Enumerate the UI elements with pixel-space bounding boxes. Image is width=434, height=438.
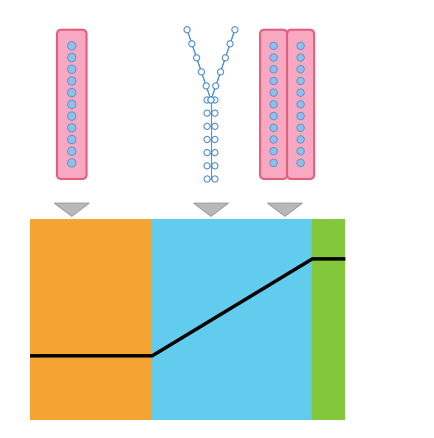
Circle shape <box>270 148 276 155</box>
Circle shape <box>204 177 210 183</box>
Circle shape <box>67 42 76 51</box>
Bar <box>152 219 312 420</box>
Circle shape <box>296 160 303 167</box>
Circle shape <box>270 160 276 167</box>
Circle shape <box>270 43 276 50</box>
Circle shape <box>211 177 217 183</box>
Circle shape <box>204 150 210 156</box>
Circle shape <box>270 102 276 109</box>
Circle shape <box>207 98 214 104</box>
Circle shape <box>211 163 217 170</box>
Circle shape <box>67 113 76 121</box>
Circle shape <box>198 70 204 76</box>
Circle shape <box>270 78 276 85</box>
Circle shape <box>296 43 303 50</box>
Circle shape <box>231 28 237 34</box>
Circle shape <box>211 111 217 117</box>
Circle shape <box>296 125 303 132</box>
Circle shape <box>211 98 217 104</box>
Circle shape <box>296 90 303 97</box>
Circle shape <box>204 124 210 130</box>
Circle shape <box>270 125 276 132</box>
Circle shape <box>67 78 76 86</box>
Polygon shape <box>267 204 302 217</box>
Circle shape <box>204 98 210 104</box>
Circle shape <box>204 163 210 170</box>
Polygon shape <box>193 204 228 217</box>
Circle shape <box>296 102 303 109</box>
Polygon shape <box>54 204 89 217</box>
Circle shape <box>204 137 210 143</box>
Circle shape <box>270 55 276 62</box>
Circle shape <box>270 90 276 97</box>
Circle shape <box>270 137 276 144</box>
Circle shape <box>67 101 76 110</box>
Circle shape <box>227 42 233 48</box>
Circle shape <box>67 136 76 145</box>
Circle shape <box>67 89 76 98</box>
Circle shape <box>296 137 303 144</box>
Circle shape <box>296 78 303 85</box>
Circle shape <box>211 137 217 143</box>
Circle shape <box>67 124 76 133</box>
Circle shape <box>204 111 210 117</box>
Bar <box>312 219 343 420</box>
Circle shape <box>212 84 218 90</box>
FancyBboxPatch shape <box>286 31 313 180</box>
Circle shape <box>67 148 76 156</box>
Circle shape <box>184 28 190 34</box>
Circle shape <box>207 98 214 104</box>
Circle shape <box>296 148 303 155</box>
FancyBboxPatch shape <box>260 31 286 180</box>
Circle shape <box>67 159 76 168</box>
Circle shape <box>222 56 228 62</box>
Circle shape <box>188 42 194 48</box>
Circle shape <box>211 150 217 156</box>
Circle shape <box>67 66 76 74</box>
Circle shape <box>270 67 276 74</box>
FancyBboxPatch shape <box>57 31 86 180</box>
Circle shape <box>270 113 276 120</box>
Circle shape <box>296 55 303 62</box>
Circle shape <box>67 54 76 63</box>
Circle shape <box>296 67 303 74</box>
Circle shape <box>193 56 199 62</box>
Bar <box>30 219 152 420</box>
Circle shape <box>296 113 303 120</box>
Circle shape <box>217 70 223 76</box>
Circle shape <box>211 124 217 130</box>
Circle shape <box>203 84 209 90</box>
